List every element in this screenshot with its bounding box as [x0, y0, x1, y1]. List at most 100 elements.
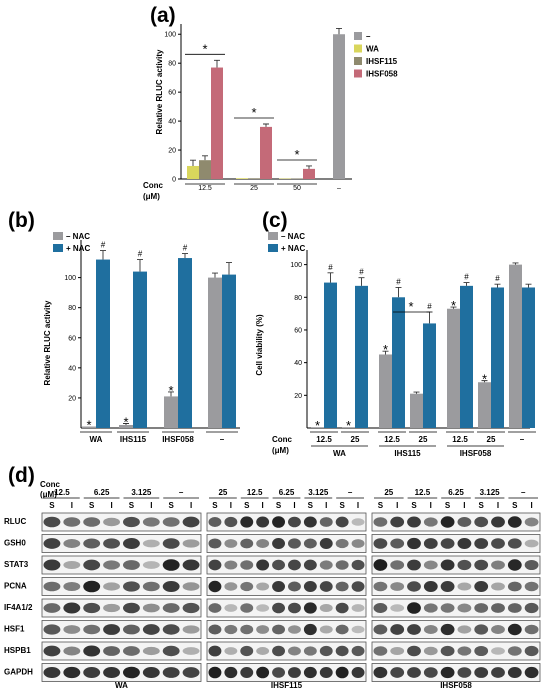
- blot-band: [83, 667, 101, 678]
- chart-c-ytick-label: 60: [294, 327, 302, 334]
- blot-band: [423, 625, 438, 634]
- blot-band: [240, 624, 254, 635]
- blot-conc-header: –: [348, 488, 353, 497]
- chart-a-ytick-label: 0: [172, 177, 176, 184]
- blot-fraction-label: I: [497, 501, 499, 510]
- blot-row-label: PCNA: [4, 582, 27, 591]
- blot-band: [335, 560, 349, 570]
- chart-c-legend-label: – NAC: [281, 232, 305, 241]
- blot-band: [423, 603, 438, 613]
- chart-a-bar: [333, 34, 345, 179]
- blot-band: [240, 516, 254, 528]
- chart-c-conc-label: Conc: [272, 435, 293, 444]
- blot-unit-label: (μM): [40, 490, 57, 499]
- blot-fraction-label: S: [308, 501, 314, 510]
- blot-band: [474, 667, 489, 678]
- blot-band: [43, 645, 61, 657]
- blot-band: [103, 582, 120, 591]
- blot-band: [224, 624, 238, 635]
- blot-band: [240, 645, 254, 657]
- blot-band: [142, 666, 160, 679]
- blot-fraction-label: S: [169, 501, 175, 510]
- blot-band: [103, 646, 120, 656]
- blot-band: [457, 646, 472, 656]
- blot-band: [524, 602, 539, 614]
- blot-band: [208, 666, 222, 679]
- chart-c-bar: [379, 354, 392, 428]
- blot-band: [440, 581, 455, 592]
- blot-band: [474, 559, 489, 571]
- blot-band: [373, 666, 388, 679]
- chart-b-legend-swatch: [53, 244, 63, 252]
- blot-band: [474, 645, 489, 657]
- blot-band: [423, 538, 438, 549]
- blot-band: [474, 603, 489, 613]
- blot-row-label: STAT3: [4, 560, 29, 569]
- blot-band: [103, 666, 120, 679]
- blot-fraction-label: I: [530, 501, 532, 510]
- blot-conc-label: Conc: [40, 480, 61, 489]
- blot-fraction-label: I: [325, 501, 327, 510]
- blot-band: [142, 646, 160, 656]
- blot-conc-header: 12.5: [54, 488, 70, 497]
- blot-band: [208, 538, 222, 549]
- blot-band: [303, 646, 317, 656]
- blot-band: [240, 603, 254, 613]
- chart-c-hash: #: [328, 263, 333, 272]
- chart-c-category-label: 25: [419, 435, 428, 444]
- chart-c-ytick-label: 40: [294, 360, 302, 367]
- chart-c-bar: [342, 427, 355, 428]
- blot-band: [162, 538, 180, 549]
- blot-band: [123, 666, 140, 679]
- blot-conc-header: 3.125: [480, 488, 501, 497]
- chart-a-category-label: 12.5: [198, 185, 212, 192]
- chart-c-drug-label: WA: [333, 449, 346, 458]
- blot-band: [182, 516, 200, 528]
- chart-b-bar: [222, 274, 236, 428]
- blot-fraction-label: S: [512, 501, 518, 510]
- blot-band: [83, 624, 101, 635]
- blot-band: [272, 667, 285, 678]
- blot-fraction-label: S: [479, 501, 485, 510]
- blot-band: [182, 602, 200, 614]
- blot-band: [524, 624, 539, 635]
- chart-a-bar: [199, 160, 211, 179]
- blot-band: [423, 667, 438, 678]
- blot-band: [457, 517, 472, 527]
- blot-strip: [41, 641, 202, 661]
- blot-conc-header: 25: [384, 488, 393, 497]
- chart-c-bar: [522, 287, 535, 428]
- blot-band: [407, 645, 421, 657]
- blot-fraction-label: S: [49, 501, 55, 510]
- blot-band: [288, 602, 301, 614]
- chart-b-bar: [164, 396, 178, 428]
- blot-band: [83, 602, 101, 614]
- blot-band: [507, 623, 522, 636]
- chart-c-category-label: 12.5: [384, 435, 400, 444]
- blot-band: [256, 582, 270, 591]
- blot-band: [272, 581, 285, 592]
- blot-band: [224, 666, 238, 679]
- chart-a-errorbar: [336, 27, 342, 35]
- blot-fraction-label: S: [411, 501, 417, 510]
- blot-band: [256, 625, 270, 634]
- chart-a-conc-label: Conc: [143, 181, 164, 190]
- chart-c-category-label: –: [520, 435, 525, 444]
- blot-band: [335, 645, 349, 657]
- chart-a-errorbar: [190, 159, 196, 166]
- blot-band: [524, 517, 539, 527]
- blot-band: [407, 537, 421, 550]
- blot-band: [63, 539, 81, 548]
- chart-a-ytick-label: 100: [164, 32, 176, 39]
- blot-fraction-label: I: [262, 501, 264, 510]
- blot-band: [182, 539, 200, 548]
- chart-a-legend-swatch: [354, 57, 362, 65]
- panel-label-d: (d): [8, 464, 35, 487]
- chart-b: Relative RLUC activity 20 40 60 80 100 * # WA * #…: [43, 232, 240, 444]
- blot-conc-header: 3.125: [308, 488, 329, 497]
- chart-c-errorbar: [327, 272, 334, 283]
- chart-c-hash: #: [495, 274, 500, 283]
- chart-c-errorbar: [413, 391, 420, 394]
- blot-band: [256, 539, 270, 548]
- blot-band: [390, 538, 405, 549]
